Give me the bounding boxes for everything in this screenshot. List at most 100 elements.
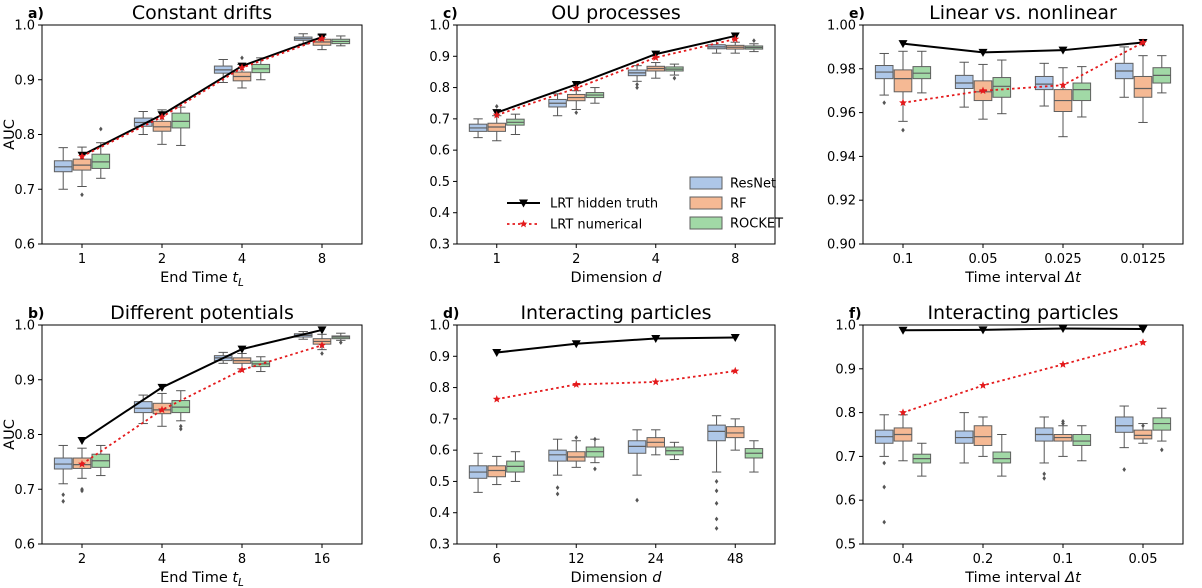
iqr-box	[992, 451, 1012, 464]
box-rocket-0.025	[1072, 66, 1092, 118]
box-rocket-0.1	[912, 50, 932, 94]
lrt-numerical-marker	[238, 63, 246, 72]
panel-label: b)	[28, 306, 44, 322]
x-tick-label: 4	[158, 552, 166, 567]
y-tick-label: 0.9	[14, 73, 35, 88]
lrt-numerical-marker	[158, 405, 166, 414]
x-axis-label-symbol: d	[652, 570, 662, 586]
outlier	[672, 75, 677, 81]
y-tick-label: 0.5	[835, 538, 856, 553]
outlier	[555, 491, 560, 497]
lrt-numerical-marker	[158, 112, 166, 121]
box-resnet-2	[53, 444, 73, 504]
box-rocket-48	[744, 440, 764, 473]
y-tick-label: 0.9	[429, 350, 450, 365]
box-resnet-0.05	[954, 61, 974, 108]
x-tick-label: 0.4	[893, 552, 914, 567]
outlier	[882, 460, 886, 466]
lrt-numerical-line	[496, 370, 736, 401]
y-tick-label: 0.6	[835, 494, 856, 509]
x-axis-label-text: Dimension	[571, 270, 653, 286]
outlier	[882, 519, 886, 525]
lrt-hidden-truth-marker	[1058, 325, 1068, 334]
y-tick-label: 0.90	[827, 238, 856, 253]
box-rocket-2	[585, 87, 605, 104]
lrt-numerical-marker	[78, 152, 86, 160]
x-tick-label: 1	[78, 252, 86, 267]
y-tick-label: 0.3	[429, 538, 450, 553]
outlier	[61, 492, 65, 498]
outlier	[635, 82, 639, 87]
outlier	[901, 127, 905, 133]
box-rocket-2	[171, 106, 191, 146]
outlier	[1160, 447, 1164, 453]
lrt-numerical-line	[902, 41, 1144, 104]
iqr-box	[487, 465, 506, 478]
lrt-hidden-truth-marker	[898, 40, 908, 49]
x-tick-label: 2	[158, 252, 166, 267]
plot-area	[468, 334, 764, 531]
box-rf-2	[72, 447, 92, 494]
lrt-numerical-marker	[899, 408, 907, 416]
box-rf-0.025	[1053, 67, 1073, 138]
outlier	[1122, 467, 1126, 472]
lrt-numerical-marker	[979, 86, 987, 95]
box-rocket-0.05	[1152, 407, 1172, 453]
box-rf-8	[726, 41, 745, 54]
lrt-hidden-truth-marker	[237, 345, 247, 354]
box-rf-1	[487, 103, 506, 142]
x-axis-label: Time interval Δt	[964, 270, 1082, 286]
lrt-hidden-truth-marker	[730, 334, 740, 343]
y-tick-label: 1.0	[429, 19, 450, 34]
box-rocket-8	[744, 38, 764, 53]
outlier	[1042, 471, 1046, 477]
lrt-numerical-marker	[572, 380, 581, 388]
x-tick-label: 8	[238, 552, 246, 567]
panel-c: 0.3 0.4 0.5 0.6 0.7 0.8 0.9 1.0 1 2 4 8 OU processes…	[429, 2, 783, 286]
lrt-hidden-truth-marker	[651, 334, 661, 343]
iqr-box	[1034, 75, 1054, 91]
legend-resnet-label: ResNet	[730, 177, 776, 192]
plot-area	[468, 32, 764, 142]
legend: LRT hidden truth LRT numerical ResNet RF ROC…	[507, 176, 783, 233]
lrt-numerical-marker	[78, 459, 86, 468]
y-axis-label: AUC	[2, 119, 18, 150]
box-rf-0.1	[1053, 418, 1073, 457]
box-rocket-4	[171, 390, 191, 432]
panel-d: 0.3 0.4 0.5 0.6 0.7 0.8 0.9 1.0 6 12 24 48 Interacti…	[429, 302, 776, 586]
outlier	[882, 484, 886, 490]
lrt-numerical-marker	[899, 98, 907, 107]
outlier	[882, 100, 886, 106]
outlier	[714, 500, 719, 506]
lrt-hidden-truth-marker	[898, 326, 908, 335]
box-resnet-6	[468, 452, 488, 493]
x-tick-label: 0.1	[893, 252, 914, 267]
lrt-numerical-marker	[979, 381, 987, 389]
x-tick-label: 0.05	[969, 252, 998, 267]
y-tick-label: 0.6	[14, 538, 35, 553]
x-axis-label: Dimension d	[571, 570, 663, 586]
box-rocket-0.1	[1072, 425, 1092, 462]
panel-f: 0.5 0.6 0.7 0.8 0.9 1.0 0.4 0.2 0.1 0.05 Interacti…	[835, 302, 1184, 586]
box-rocket-0.4	[912, 442, 932, 477]
x-tick-label: 8	[731, 252, 739, 267]
x-tick-label: 2	[572, 252, 580, 267]
box-rf-48	[726, 418, 745, 451]
box-resnet-4	[627, 65, 647, 90]
iqr-box	[1072, 82, 1092, 102]
lrt-numerical-marker	[318, 341, 326, 349]
outlier	[339, 340, 343, 345]
iqr-box	[548, 449, 567, 462]
lrt-hidden-truth-marker	[317, 326, 327, 335]
y-tick-label: 1.0	[429, 319, 450, 334]
x-axis-label-text: End Time	[160, 270, 232, 286]
box-resnet-0.2	[954, 412, 974, 464]
box-resnet-2	[548, 93, 567, 117]
x-tick-label: 2	[78, 552, 86, 567]
panel-title: OU processes	[551, 2, 681, 24]
axes-frame	[862, 24, 1184, 245]
y-tick-label: 0.6	[429, 144, 450, 159]
legend-numerical-label: LRT numerical	[550, 218, 642, 233]
axes-frame	[862, 324, 1184, 545]
legend-rf-swatch	[689, 196, 723, 210]
